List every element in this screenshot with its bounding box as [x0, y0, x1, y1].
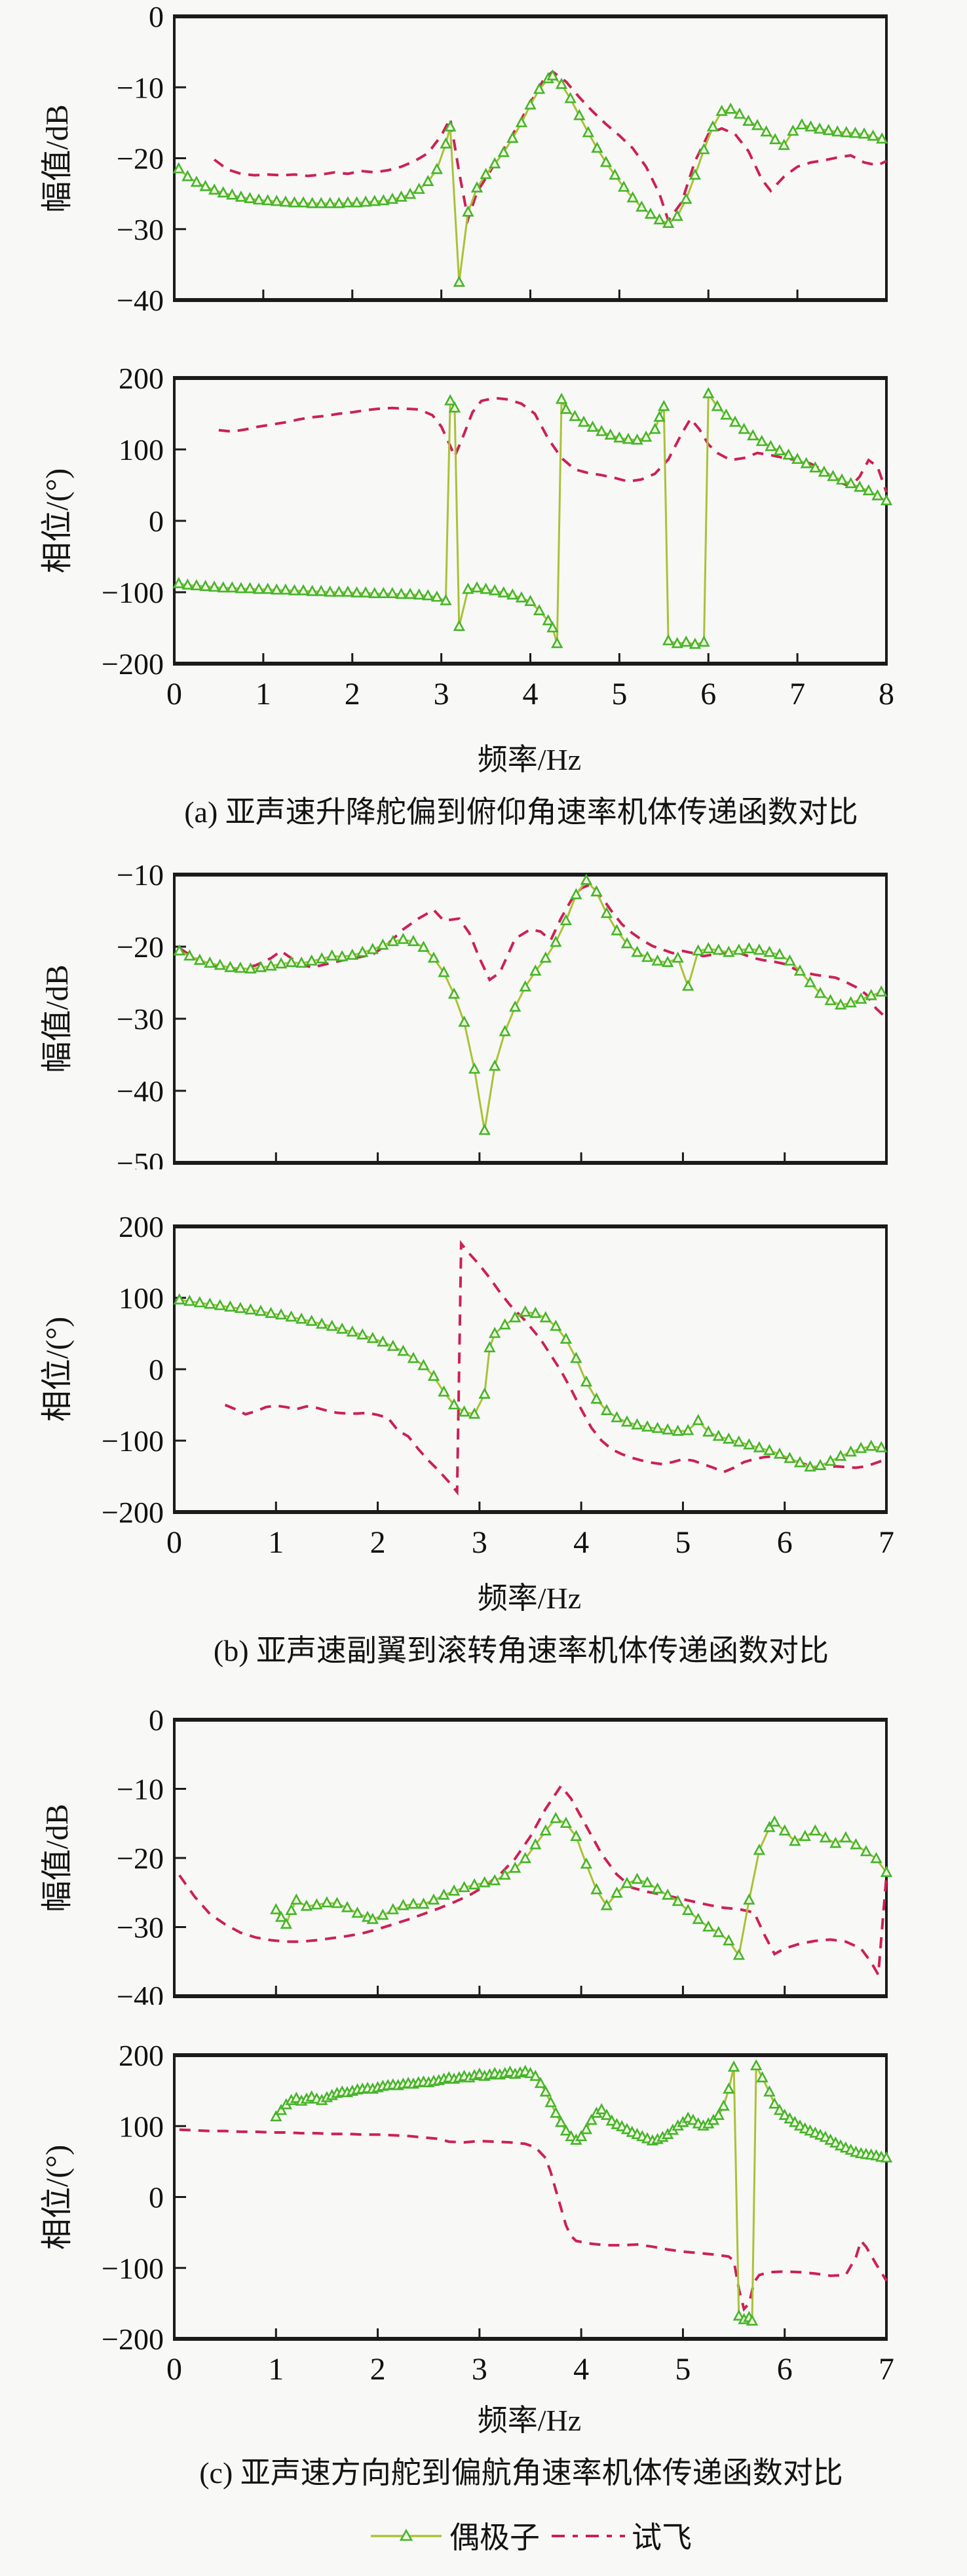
svg-text:−30: −30 — [117, 1002, 164, 1036]
svg-text:100: 100 — [119, 433, 164, 466]
legend-label-flight: 试飞 — [632, 2521, 692, 2554]
svg-text:0: 0 — [149, 0, 164, 33]
svg-text:−20: −20 — [117, 142, 164, 176]
svg-text:−30: −30 — [117, 1911, 164, 1944]
svg-text:6: 6 — [700, 677, 716, 711]
plot-a-magnitude: 0 −10 −20 −30 −40 — [117, 0, 888, 317]
svg-text:6: 6 — [777, 2352, 793, 2387]
svg-text:−100: −100 — [102, 576, 164, 609]
y-axis-title-b-magnitude: 幅值/dB — [40, 964, 75, 1073]
svg-text:−200: −200 — [102, 1496, 164, 1529]
svg-text:5: 5 — [611, 677, 627, 711]
x-axis-title-a: 频率/Hz — [477, 743, 582, 776]
legend: 偶极子 试飞 — [0, 2503, 967, 2568]
svg-text:−30: −30 — [117, 213, 164, 246]
svg-text:8: 8 — [879, 677, 894, 711]
plot-b-magnitude: −10 −20 −30 −40 −50 — [117, 858, 888, 1169]
svg-text:2: 2 — [370, 2352, 386, 2387]
svg-text:0: 0 — [166, 2352, 182, 2387]
svg-text:−100: −100 — [102, 2252, 164, 2285]
svg-text:2: 2 — [345, 677, 360, 711]
svg-text:3: 3 — [472, 1525, 487, 1560]
chart-a-phase: 相位/(°) 200 100 0 −100 −200 0 1 2 3 4 5 6 7 8 — [0, 328, 967, 737]
svg-text:5: 5 — [675, 1525, 691, 1560]
svg-text:100: 100 — [119, 2110, 164, 2143]
svg-text:−200: −200 — [102, 647, 164, 681]
svg-text:7: 7 — [879, 2352, 894, 2387]
svg-text:−10: −10 — [117, 1773, 164, 1806]
svg-text:200: 200 — [119, 1210, 164, 1243]
svg-text:−40: −40 — [117, 1980, 164, 2005]
svg-text:1: 1 — [268, 2352, 284, 2387]
chart-c-phase: 相位/(°) 200 100 0 −100 −200 0 1 2 3 4 5 6 7 — [0, 2005, 967, 2398]
caption-b: (b) 亚声速副翼到滚转角速率机体传递函数对比 — [213, 1634, 829, 1667]
svg-text:2: 2 — [370, 1525, 386, 1560]
svg-text:4: 4 — [573, 1525, 589, 1560]
y-axis-title-c-magnitude: 幅值/dB — [40, 1804, 75, 1912]
chart-c-magnitude: 幅值/dB 0 −10 −20 −30 −40 — [0, 1680, 967, 2005]
y-axis-title-a-phase: 相位/(°) — [40, 468, 75, 574]
y-axis-title-a-magnitude: 幅值/dB — [40, 104, 75, 213]
svg-text:−50: −50 — [117, 1146, 164, 1169]
svg-text:1: 1 — [256, 677, 271, 711]
svg-text:7: 7 — [789, 677, 805, 711]
svg-text:−40: −40 — [117, 284, 164, 317]
svg-text:4: 4 — [523, 677, 539, 711]
y-axis-title-c-phase: 相位/(°) — [40, 2144, 75, 2250]
svg-text:100: 100 — [119, 1281, 164, 1315]
svg-text:−10: −10 — [117, 71, 164, 104]
svg-text:−100: −100 — [102, 1424, 164, 1458]
svg-text:0: 0 — [149, 504, 164, 538]
svg-text:6: 6 — [777, 1525, 793, 1560]
x-axis-title-c: 频率/Hz — [477, 2404, 582, 2437]
chart-b-phase: 相位/(°) 200 100 0 −100 −200 0 1 2 3 4 5 6 7 — [0, 1169, 967, 1576]
svg-text:5: 5 — [675, 2352, 691, 2387]
svg-text:0: 0 — [149, 2181, 164, 2214]
flight-dashed-line-icon — [552, 2535, 625, 2537]
chart-a-magnitude: 幅值/dB 0 −10 −20 −30 −40 — [0, 0, 967, 328]
caption-a: (a) 亚声速升降舵偏到俯仰角速率机体传递函数对比 — [184, 795, 858, 829]
svg-text:4: 4 — [573, 2352, 589, 2387]
svg-text:0: 0 — [149, 1353, 164, 1386]
x-axis-title-b: 频率/Hz — [477, 1582, 582, 1615]
y-axis-title-b-phase: 相位/(°) — [40, 1316, 75, 1422]
svg-text:0: 0 — [149, 1703, 164, 1737]
legend-item-flight: 试飞 — [549, 2514, 692, 2557]
svg-text:−20: −20 — [117, 1842, 164, 1875]
legend-label-dipole: 偶极子 — [449, 2521, 540, 2554]
svg-text:7: 7 — [879, 1525, 894, 1560]
svg-text:1: 1 — [268, 1525, 284, 1560]
svg-text:−10: −10 — [117, 858, 164, 892]
svg-text:0: 0 — [166, 677, 182, 711]
svg-text:200: 200 — [119, 362, 164, 395]
dipole-line-marker-icon — [371, 2528, 442, 2541]
chart-b-magnitude: 幅值/dB −10 −20 −30 −40 −50 — [0, 842, 967, 1169]
svg-text:3: 3 — [434, 677, 449, 711]
svg-text:−40: −40 — [117, 1074, 164, 1108]
svg-text:3: 3 — [472, 2352, 487, 2387]
plot-c-magnitude: 0 −10 −20 −30 −40 — [117, 1703, 893, 2005]
legend-item-dipole: 偶极子 — [367, 2514, 540, 2557]
svg-text:−20: −20 — [117, 930, 164, 964]
svg-text:−200: −200 — [102, 2322, 164, 2356]
svg-text:0: 0 — [166, 1525, 182, 1560]
svg-text:200: 200 — [119, 2039, 164, 2072]
caption-c: (c) 亚声速方向舵到偏航角速率机体传递函数对比 — [199, 2456, 843, 2490]
